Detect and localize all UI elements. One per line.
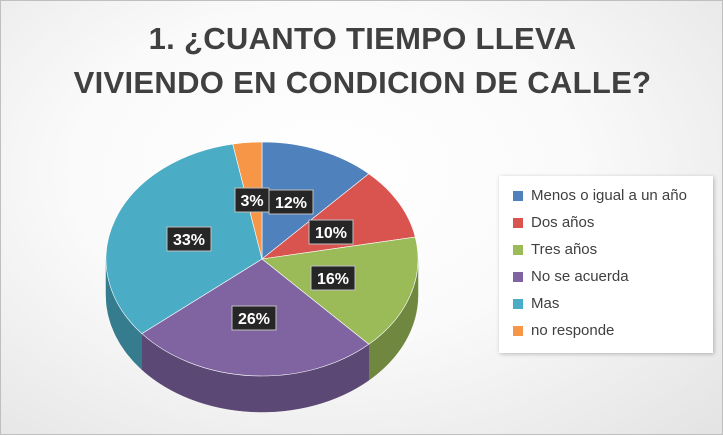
data-label-0: 12% (268, 189, 314, 215)
pie-slice-2 (261, 236, 419, 345)
legend-swatch (513, 325, 523, 336)
data-label-box-0 (268, 189, 314, 215)
legend-label: No se acuerda (531, 268, 629, 285)
data-label-text-2: 16% (317, 271, 349, 288)
legend-label: Menos o igual a un año (531, 187, 687, 204)
data-label-text-0: 12% (275, 195, 307, 212)
data-label-3: 26% (231, 305, 277, 331)
legend-label: Mas (531, 295, 560, 312)
data-label-5: 3% (234, 187, 270, 213)
legend-item: Dos años (513, 209, 713, 236)
legend-swatch (513, 244, 523, 255)
data-label-box-4 (166, 226, 212, 252)
pie-labels: 12% 10% 16% 26% 33% 3% (166, 187, 356, 331)
legend-label: no responde (531, 322, 615, 339)
legend-item: Tres años (513, 236, 713, 263)
pie-tops (105, 141, 419, 377)
pie-slice-0 (261, 141, 370, 260)
data-label-text-4: 33% (173, 232, 205, 249)
data-label-text-5: 3% (240, 193, 263, 210)
legend: Menos o igual a un año Dos años Tres años N… (499, 176, 713, 353)
data-label-4: 33% (166, 226, 212, 252)
data-label-2: 16% (310, 265, 356, 291)
chart-title-line-1: 1. ¿CUANTO TIEMPO LLEVA (148, 21, 577, 56)
pie-slice-1 (260, 173, 416, 260)
legend-swatch (513, 190, 523, 201)
data-label-box-1 (308, 219, 354, 245)
legend-swatch (513, 298, 523, 309)
legend-item: No se acuerda (513, 263, 713, 290)
chart-title-line-2: VIVIENDO EN CONDICION DE CALLE? (73, 65, 652, 100)
data-label-text-1: 10% (315, 225, 347, 242)
legend-item: Menos o igual a un año (513, 182, 713, 209)
legend-label: Tres años (531, 241, 598, 258)
legend-item: no responde (513, 317, 713, 344)
legend-label: Dos años (531, 214, 595, 231)
data-label-box-3 (231, 305, 277, 331)
legend-swatch (513, 271, 523, 282)
data-label-text-3: 26% (238, 311, 270, 328)
data-label-box-2 (310, 265, 356, 291)
chart-title: 1. ¿CUANTO TIEMPO LLEVA VIVIENDO EN COND… (1, 17, 723, 105)
legend-swatch (513, 217, 523, 228)
data-label-box-5 (234, 187, 270, 213)
data-label-1: 10% (308, 219, 354, 245)
legend-item: Mas (513, 290, 713, 317)
